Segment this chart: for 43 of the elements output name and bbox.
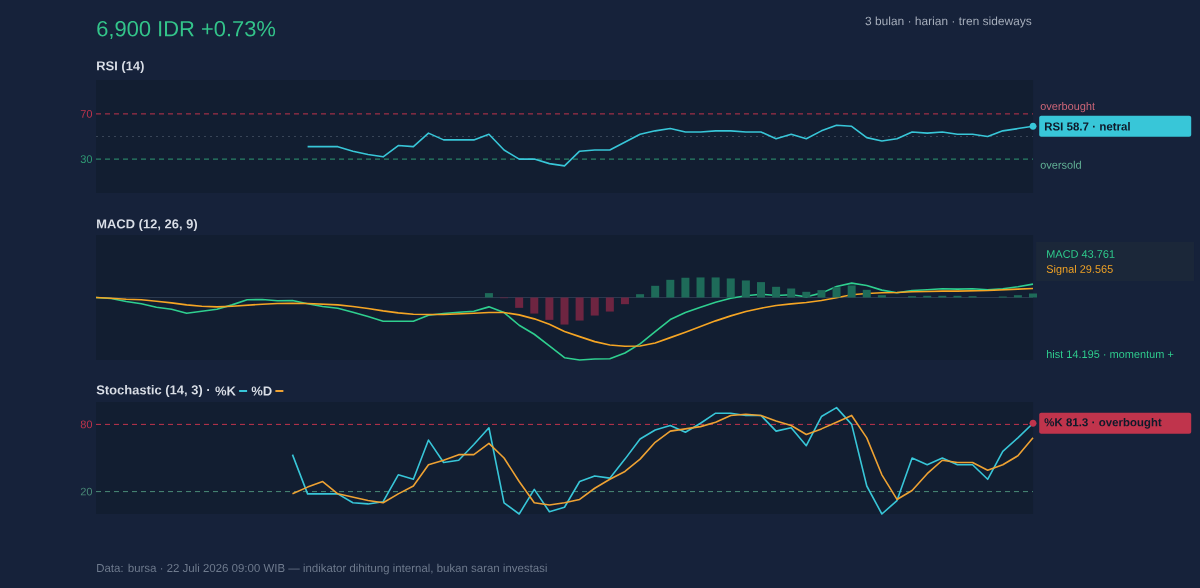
bar [681,277,690,298]
bar [620,297,629,305]
y-tick-label: 20 [80,487,93,496]
chart-title: MACD (12, 26, 9) [97,218,198,232]
bar [696,277,705,298]
y-tick-label: 30 [80,155,93,163]
bar [651,285,660,298]
bar [772,286,781,298]
bar [726,278,735,298]
bar [787,288,796,298]
bar [545,297,554,320]
text: hist 14.195 · momentum + [1046,349,1174,359]
text: %K 81.3 · overbought [1044,417,1162,429]
chart-title: Stochastic (14, 3) · [96,384,210,398]
y-tick-label: 80 [80,420,93,429]
bar [605,297,614,312]
legend-label: %D [251,386,272,396]
chart-title: RSI (14) [97,60,144,74]
bar [711,277,720,298]
text: MACD 43.761 [1047,250,1115,258]
bar [832,287,841,298]
text: 3 bulan · harian · tren sideways [865,16,1032,28]
bar [741,280,750,298]
bar [666,279,675,298]
bar [515,297,524,308]
ref-line-label: oversold [1040,160,1081,169]
text: Data: bursa · 22 Juli 2026 09:00 WIB — indikator dihitung internal, bukan saran investasi [97,563,547,575]
text: RSI 58.7 · netral [1044,122,1130,131]
bar [560,297,569,325]
bar [590,297,599,316]
bar [817,290,826,298]
text: 6,900 IDR +0.73% [97,20,276,40]
bar [756,282,765,298]
bar [484,293,493,298]
text: Signal 29.565 [1046,264,1113,276]
ref-line-label: overbought [1040,101,1095,113]
bar [847,285,856,298]
bar [862,289,871,298]
bar [575,297,584,321]
bar [1029,293,1038,298]
bar [530,297,539,314]
y-tick-label: 70 [80,110,93,118]
legend-label: %K [215,386,236,396]
